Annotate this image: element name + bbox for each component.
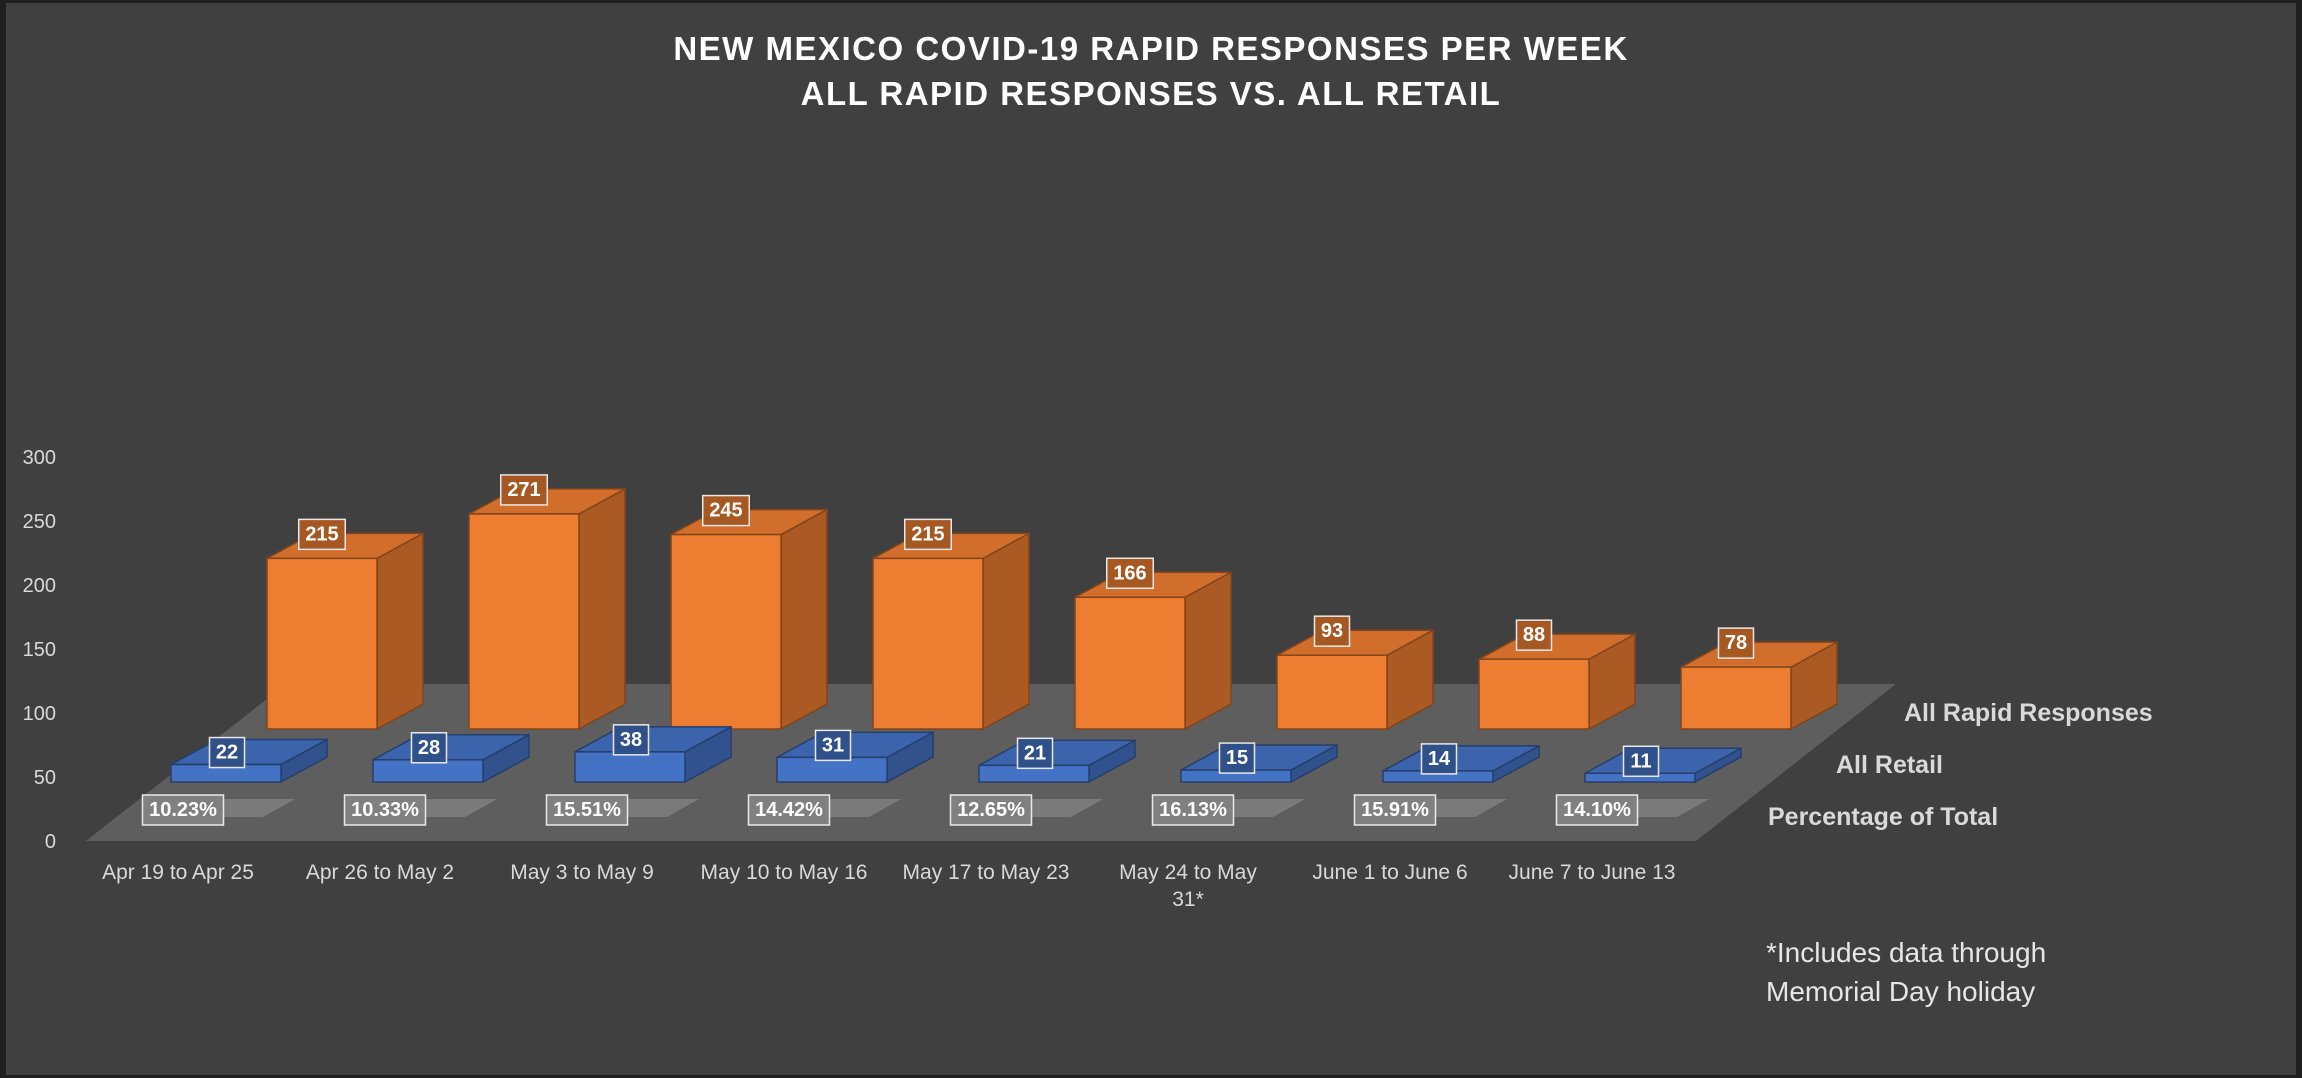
chart-frame: NEW MEXICO COVID-19 RAPID RESPONSES PER … [6, 3, 2296, 1075]
data-label-percentage-of-total: 14.10% [1555, 794, 1639, 826]
x-tick-label: May 10 to May 16 [701, 861, 868, 884]
svg-text:15.91%: 15.91% [1361, 799, 1429, 821]
x-tick-label: Apr 19 to Apr 25 [102, 861, 254, 884]
y-tick-label: 200 [23, 575, 56, 597]
svg-text:215: 215 [911, 523, 944, 545]
data-label-all-retail: 38 [612, 724, 650, 756]
data-label-all-rapid-responses: 88 [1515, 619, 1553, 651]
data-label-all-rapid-responses: 245 [702, 494, 750, 527]
x-axis: Apr 19 to Apr 25 Apr 26 to May 2 May 3 to … [102, 861, 1675, 911]
svg-text:10.33%: 10.33% [351, 799, 419, 821]
svg-text:88: 88 [1523, 624, 1545, 646]
depth-label-all-retail: All Retail [1836, 751, 1943, 779]
x-tick-label: Apr 26 to May 2 [306, 861, 454, 884]
svg-text:14: 14 [1428, 748, 1451, 770]
svg-text:21: 21 [1024, 742, 1046, 764]
svg-text:16.13%: 16.13% [1159, 799, 1227, 821]
y-axis: 0 50 100 150 200 250 300 [23, 447, 56, 853]
svg-text:10.23%: 10.23% [149, 799, 217, 821]
svg-text:31: 31 [822, 734, 844, 756]
series-percentage-of-total: 10.23% 10.33% 15.51% 14.42% 12.65% 16.13% 15.9… [141, 794, 1710, 826]
data-label-all-rapid-responses: 93 [1313, 615, 1351, 647]
chart-area: NEW MEXICO COVID-19 RAPID RESPONSES PER … [23, 30, 2153, 1007]
y-tick-label: 50 [34, 767, 56, 789]
bar-all-rapid-responses [1680, 640, 1838, 731]
data-label-percentage-of-total: 12.65% [949, 794, 1033, 826]
svg-text:14.42%: 14.42% [755, 799, 823, 821]
svg-text:14.10%: 14.10% [1563, 799, 1631, 821]
svg-text:15.51%: 15.51% [553, 799, 621, 821]
chart-title: NEW MEXICO COVID-19 RAPID RESPONSES PER … [673, 30, 1628, 67]
svg-text:271: 271 [507, 479, 540, 501]
y-tick-label: 150 [23, 639, 56, 661]
data-label-all-rapid-responses: 215 [904, 518, 952, 551]
footnote: *Includes data through Memorial Day holi… [1766, 937, 2046, 1007]
x-tick-label: June 1 to June 6 [1312, 861, 1467, 884]
svg-text:245: 245 [709, 500, 742, 522]
depth-label-percentage-of-total: Percentage of Total [1768, 803, 1998, 831]
chart-subtitle: ALL RAPID RESPONSES VS. ALL RETAIL [801, 75, 1502, 112]
data-label-all-rapid-responses: 78 [1717, 627, 1755, 659]
svg-text:15: 15 [1226, 747, 1248, 769]
svg-text:215: 215 [305, 523, 338, 545]
x-tick-label: May 17 to May 23 [903, 861, 1070, 884]
data-label-all-rapid-responses: 215 [298, 518, 346, 551]
y-tick-label: 0 [45, 831, 56, 853]
y-tick-label: 250 [23, 511, 56, 533]
data-label-percentage-of-total: 14.42% [747, 794, 831, 826]
x-tick-label: May 24 to May 31* [1119, 861, 1257, 911]
svg-text:22: 22 [216, 742, 238, 764]
data-label-all-retail: 14 [1420, 743, 1458, 775]
svg-text:11: 11 [1630, 750, 1651, 772]
data-label-all-retail: 11 [1622, 745, 1660, 778]
bar-all-rapid-responses [266, 532, 424, 731]
data-label-all-retail: 15 [1218, 742, 1256, 774]
svg-text:28: 28 [418, 737, 440, 759]
footnote-line-2: Memorial Day holiday [1766, 976, 2035, 1007]
series-all-rapid-responses: 215 271 245 215 166 93 88 78 [266, 474, 1838, 731]
data-label-percentage-of-total: 10.23% [141, 794, 225, 826]
x-tick-label: June 7 to June 13 [1509, 861, 1676, 884]
svg-text:38: 38 [620, 729, 642, 751]
bar-all-rapid-responses [468, 487, 626, 731]
data-label-all-rapid-responses: 166 [1106, 557, 1154, 590]
depth-label-all-rapid-responses: All Rapid Responses [1904, 699, 2153, 727]
y-tick-label: 100 [23, 703, 56, 725]
depth-axis: Percentage of Total All Retail All Rapid R… [1768, 699, 2153, 831]
x-tick-label: May 3 to May 9 [510, 861, 654, 884]
data-label-all-rapid-responses: 271 [500, 474, 548, 506]
bar-all-rapid-responses [1074, 571, 1232, 731]
y-tick-label: 300 [23, 447, 56, 469]
footnote-line-1: *Includes data through [1766, 937, 2046, 968]
data-label-all-retail: 21 [1016, 737, 1054, 770]
data-label-all-retail: 22 [208, 736, 246, 769]
bar-all-rapid-responses [670, 508, 828, 731]
svg-text:166: 166 [1113, 562, 1146, 584]
data-label-percentage-of-total: 10.33% [343, 794, 427, 826]
data-label-all-retail: 28 [410, 732, 448, 764]
svg-text:12.65%: 12.65% [957, 799, 1025, 821]
bar-all-rapid-responses [872, 532, 1030, 731]
data-label-percentage-of-total: 15.51% [545, 794, 629, 826]
svg-text:78: 78 [1725, 632, 1747, 654]
data-label-percentage-of-total: 15.91% [1353, 794, 1437, 826]
data-label-all-retail: 31 [814, 729, 852, 762]
bar-all-rapid-responses [1478, 632, 1636, 731]
bar-all-rapid-responses [1276, 628, 1434, 731]
data-label-percentage-of-total: 16.13% [1151, 794, 1235, 826]
series-all-retail: 22 28 38 31 21 15 14 11 [170, 724, 1742, 784]
svg-text:93: 93 [1321, 620, 1343, 642]
